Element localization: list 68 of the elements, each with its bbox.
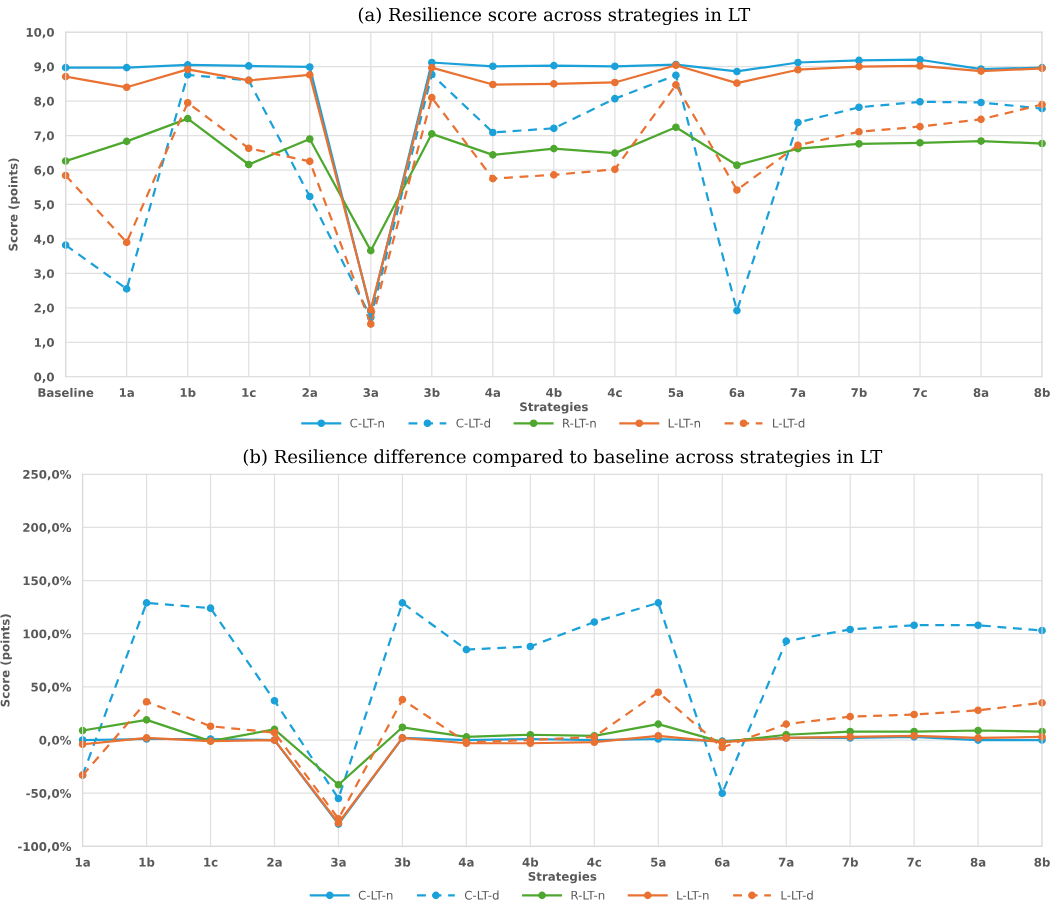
x-tick-label: 7c (907, 857, 921, 867)
x-tick-label: 3a (331, 857, 346, 867)
x-tick-label: 7c (913, 388, 927, 398)
y-tick-label: 2,0 (34, 303, 54, 315)
x-tick-label: 4b (522, 857, 539, 867)
x-tick-label: Baseline (38, 387, 94, 398)
x-tick-label: 1a (75, 857, 90, 867)
y-tick-label: 7,0 (34, 131, 54, 142)
y-tick-label: 150,0% (23, 576, 72, 587)
legend-label: C-LT-d (456, 418, 491, 428)
legend-label: R-LT-n (571, 890, 605, 900)
x-tick-label: 2a (302, 388, 317, 398)
x-tick-label: 6a (714, 857, 730, 867)
x-tick-label: 5a (668, 388, 684, 398)
y-tick-label: 9,0 (34, 62, 54, 73)
x-tick-label: 8b (1034, 857, 1050, 867)
x-tick-label: 1c (242, 388, 256, 398)
chart-title: (a) Resilience score across strategies in LT (358, 7, 751, 26)
x-tick-label: 3b (394, 857, 411, 867)
x-tick-label: 1a (119, 388, 134, 398)
y-tick-label: 50,0% (31, 682, 72, 694)
x-tick-label: 4a (485, 388, 500, 398)
y-tick-label: 1,0 (34, 338, 54, 349)
y-tick-label: 10,0 (26, 27, 54, 39)
x-tick-label: 1b (139, 857, 155, 867)
x-axis-title: Strategies (528, 871, 597, 884)
legend-label: C-LT-n (358, 890, 393, 900)
legend-label: R-LT-n (563, 418, 596, 428)
legend-label: C-LT-n (350, 418, 384, 428)
x-tick-label: 4c (587, 857, 602, 867)
y-tick-label: 5,0 (34, 200, 54, 211)
y-tick-label: 8,0 (34, 96, 54, 108)
legend-label: L-LT-n (668, 418, 701, 428)
x-tick-label: 7b (851, 387, 867, 398)
x-tick-label: 1b (180, 387, 196, 398)
x-tick-label: 4a (458, 857, 474, 867)
y-tick-label: -100,0% (18, 842, 72, 853)
x-tick-label: 4c (607, 388, 622, 398)
y-tick-label: 3,0 (34, 269, 54, 280)
y-tick-label: 100,0% (23, 629, 72, 640)
x-tick-label: 7a (778, 857, 794, 867)
y-tick-label: 200,0% (23, 523, 72, 534)
x-tick-label: 2a (267, 857, 282, 867)
x-axis-title: Strategies (520, 402, 588, 414)
legend-label: C-LT-d (464, 890, 499, 900)
x-tick-label: 7a (790, 388, 806, 398)
x-tick-label: 5a (651, 857, 666, 867)
y-axis-title: Score (points) (0, 614, 12, 707)
y-tick-label: 0,0 (34, 372, 54, 383)
x-tick-label: 3b (424, 387, 440, 398)
y-tick-label: 250,0% (23, 469, 72, 481)
x-tick-label: 1c (204, 857, 218, 867)
y-tick-label: -50,0% (26, 788, 72, 800)
x-tick-label: 8a (973, 388, 989, 398)
legend-label: L-LT-n (677, 890, 709, 900)
x-tick-label: 6a (729, 388, 745, 398)
x-tick-label: 7b (842, 857, 858, 867)
legend-label: L-LT-d (773, 418, 805, 428)
x-tick-label: 4b (546, 387, 562, 398)
x-tick-label: 3a (363, 388, 378, 398)
y-tick-label: 4,0 (34, 234, 54, 246)
x-tick-label: 8a (970, 857, 986, 867)
x-tick-label: 8b (1034, 387, 1050, 398)
legend-label: L-LT-d (781, 890, 813, 900)
y-tick-label: 0,0% (39, 735, 72, 747)
y-tick-label: 6,0 (34, 165, 54, 177)
y-axis-title: Score (points) (8, 158, 20, 251)
chart-title: (b) Resilience difference compared to baseline across strategies in LT (243, 449, 883, 468)
